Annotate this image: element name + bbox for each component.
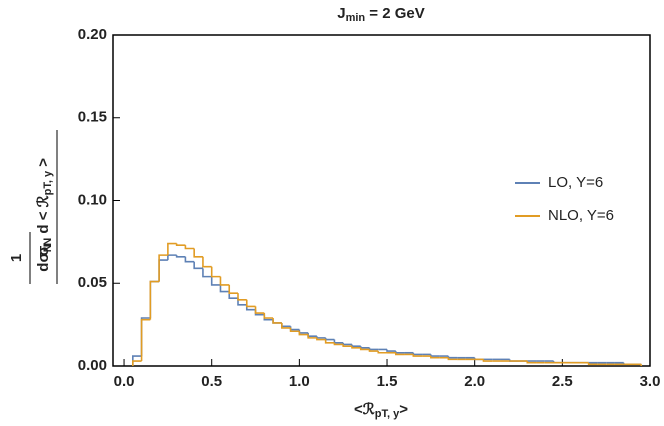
y-tick-label: 0.20 — [78, 26, 107, 43]
histogram-step — [219, 276, 230, 286]
subscript: min — [346, 12, 366, 24]
histogram-step — [184, 245, 195, 250]
histogram-step — [412, 352, 423, 356]
x-tick-label: 2.0 — [464, 373, 485, 390]
histogram-step — [132, 360, 142, 366]
histogram-step — [149, 280, 160, 319]
histogram-step — [316, 336, 326, 339]
x-tick-label: 2.5 — [552, 373, 573, 390]
histogram-step — [351, 346, 361, 349]
histogram-step — [386, 349, 396, 352]
histogram-step — [526, 361, 537, 364]
histogram-step — [193, 248, 203, 258]
subscript: N — [42, 238, 54, 246]
x-tick-label: 0.0 — [114, 373, 135, 390]
histogram-step — [394, 352, 405, 356]
label-part: > — [35, 158, 52, 171]
histogram-step — [149, 280, 160, 320]
histogram-step — [333, 339, 344, 344]
histogram-step — [237, 293, 247, 301]
histogram-step — [245, 299, 256, 308]
histogram-step — [298, 329, 309, 334]
histogram-step — [359, 346, 370, 349]
histogram-step — [482, 359, 493, 362]
subscript: pT, y — [42, 170, 54, 195]
histogram-step — [368, 347, 379, 351]
histogram-step — [324, 337, 335, 341]
histogram-step — [245, 304, 256, 311]
label-part: d < ℛ — [35, 195, 52, 237]
x-tick-label: 3.0 — [640, 373, 661, 390]
histogram-step — [289, 326, 300, 331]
legend-label: NLO, Y=6 — [548, 207, 614, 224]
label-part: = 2 GeV — [365, 5, 425, 22]
histogram-step — [412, 354, 423, 357]
y-label-factor: 1 — [8, 254, 25, 262]
histogram-step — [158, 254, 168, 282]
y-tick-label: 0.15 — [78, 109, 107, 126]
histogram-step — [140, 318, 151, 362]
histogram-step — [158, 259, 168, 282]
label-part: J — [337, 5, 345, 22]
label-part: > — [399, 401, 408, 418]
label-part: <ℛ — [354, 401, 375, 418]
histogram-step — [447, 356, 458, 359]
histogram-step — [333, 342, 344, 346]
x-tick-label: 1.0 — [289, 373, 310, 390]
histogram-step — [447, 357, 458, 361]
x-tick-label: 1.5 — [377, 373, 398, 390]
histogram-step — [263, 313, 274, 319]
y-tick-label: 0.10 — [78, 191, 107, 208]
histogram-step — [281, 322, 291, 329]
legend-label: LO, Y=6 — [548, 174, 603, 191]
histogram-step — [219, 284, 230, 293]
x-tick-label: 0.5 — [201, 373, 222, 390]
histogram-step — [175, 255, 186, 258]
histogram-step — [140, 317, 151, 357]
histogram-step — [342, 342, 352, 346]
histogram-step — [587, 362, 598, 366]
y-label-numerator: dσN — [35, 244, 54, 271]
histogram-step — [430, 354, 440, 357]
histogram-step — [351, 344, 361, 347]
histogram-step — [254, 309, 265, 316]
histogram-step — [202, 268, 212, 278]
histogram-step — [289, 327, 300, 333]
plot-frame — [112, 34, 651, 367]
histogram-step — [307, 332, 317, 338]
histogram-step — [167, 254, 177, 261]
histogram-step — [167, 242, 177, 256]
histogram-step — [394, 351, 405, 354]
histogram-step — [368, 349, 379, 352]
histogram-step — [263, 314, 274, 321]
histogram-step — [281, 322, 291, 328]
histogram-step — [307, 334, 317, 339]
histogram-step — [175, 243, 186, 246]
histogram-step — [316, 337, 326, 341]
y-label-denominator: σN d < ℛpT, y > — [35, 158, 54, 256]
histogram-step — [210, 276, 221, 286]
histogram-step — [228, 284, 239, 294]
histogram-step — [377, 351, 388, 354]
label-part: σ — [35, 246, 52, 256]
x-axis-label: <ℛpT, y> — [354, 401, 408, 420]
histogram-step — [342, 344, 352, 347]
histogram-step — [202, 256, 212, 268]
subscript: pT, y — [375, 408, 400, 420]
histogram-step — [193, 261, 203, 270]
histogram-step — [210, 266, 221, 278]
label-part: dσ — [35, 252, 52, 271]
histogram-step — [254, 306, 265, 314]
histogram-step — [430, 356, 440, 359]
chart-title: Jmin = 2 GeV — [337, 5, 425, 24]
histogram-step — [298, 331, 309, 336]
histogram-step — [184, 256, 195, 263]
histogram-step — [324, 339, 335, 344]
y-tick-label: 0.00 — [78, 357, 107, 374]
y-tick-label: 0.05 — [78, 274, 107, 291]
subscript: N — [42, 244, 54, 252]
histogram-step — [272, 318, 282, 324]
histogram-step — [359, 347, 370, 351]
